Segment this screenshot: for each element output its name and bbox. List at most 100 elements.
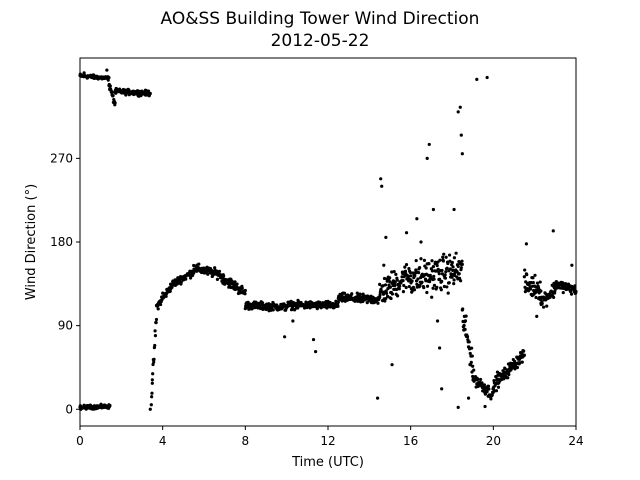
- data-point: [390, 363, 394, 367]
- x-tick-label: 12: [320, 434, 335, 448]
- data-point: [407, 284, 411, 289]
- data-point: [416, 271, 421, 275]
- data-point: [522, 349, 526, 353]
- data-point: [192, 263, 196, 268]
- data-point: [545, 304, 549, 308]
- data-point: [470, 354, 474, 358]
- data-point: [480, 381, 484, 385]
- data-point: [485, 389, 489, 394]
- data-point: [149, 403, 153, 407]
- data-point: [161, 291, 165, 295]
- data-point: [427, 142, 431, 147]
- data-point: [551, 229, 555, 233]
- data-point: [435, 319, 440, 323]
- data-point: [448, 267, 452, 271]
- data-point: [153, 333, 158, 338]
- data-point: [146, 89, 151, 93]
- data-point: [150, 391, 154, 395]
- data-point: [410, 279, 414, 283]
- data-point: [393, 283, 397, 288]
- data-point: [381, 284, 385, 288]
- data-point: [154, 321, 158, 325]
- scatter-points: [78, 68, 578, 411]
- data-point: [394, 272, 398, 276]
- data-point: [233, 280, 237, 284]
- data-point: [573, 287, 577, 291]
- data-point: [156, 307, 160, 311]
- data-point: [471, 364, 475, 368]
- data-point: [382, 263, 386, 267]
- data-point: [570, 263, 574, 267]
- data-point: [450, 260, 454, 265]
- data-point: [561, 290, 565, 295]
- data-point: [419, 240, 423, 244]
- data-point: [404, 285, 408, 290]
- data-point: [478, 377, 483, 382]
- data-point: [459, 279, 463, 283]
- data-point: [522, 353, 526, 357]
- data-point: [311, 337, 316, 342]
- data-point: [336, 300, 340, 304]
- data-point: [415, 217, 419, 221]
- data-point: [390, 270, 394, 274]
- data-point: [476, 384, 480, 388]
- data-point: [404, 262, 409, 267]
- data-point: [408, 270, 412, 275]
- data-point: [483, 404, 487, 409]
- data-point: [523, 268, 527, 272]
- data-point: [425, 156, 429, 160]
- data-point: [430, 259, 434, 263]
- data-point: [414, 268, 418, 272]
- data-point: [427, 262, 431, 266]
- y-tick-label: 90: [58, 319, 73, 333]
- data-point: [466, 396, 471, 400]
- data-point: [402, 283, 406, 288]
- x-tick-label: 20: [486, 434, 501, 448]
- data-point: [469, 360, 473, 364]
- data-point: [440, 387, 444, 391]
- data-point: [243, 292, 247, 296]
- data-point: [154, 317, 159, 322]
- y-axis-label: Wind Direction (°): [24, 184, 39, 300]
- data-point: [179, 280, 183, 284]
- data-point: [164, 294, 168, 298]
- data-point: [515, 365, 520, 370]
- data-point: [243, 288, 247, 293]
- data-point: [483, 392, 488, 396]
- data-point: [419, 257, 423, 261]
- data-point: [150, 381, 154, 385]
- y-tick-label: 0: [65, 402, 73, 416]
- data-point: [490, 393, 494, 397]
- data-point: [105, 68, 109, 72]
- data-point: [525, 273, 529, 277]
- data-point: [440, 279, 444, 283]
- data-point: [314, 350, 318, 354]
- data-point: [378, 282, 382, 286]
- data-point: [82, 71, 86, 75]
- data-point: [443, 276, 448, 280]
- data-point: [184, 277, 188, 281]
- data-point: [485, 75, 489, 80]
- data-point: [465, 335, 470, 339]
- data-point: [419, 276, 423, 280]
- data-point: [536, 286, 541, 290]
- data-point: [365, 301, 369, 305]
- x-tick-label: 8: [242, 434, 250, 448]
- data-point: [416, 277, 420, 281]
- data-point: [459, 133, 463, 137]
- data-point: [409, 274, 413, 278]
- data-point: [404, 231, 409, 235]
- data-point: [392, 269, 396, 274]
- data-point: [528, 287, 533, 291]
- data-point: [430, 295, 434, 299]
- data-point: [414, 259, 418, 263]
- data-point: [350, 292, 354, 296]
- data-point: [443, 273, 447, 277]
- data-point: [113, 101, 117, 105]
- data-point: [383, 299, 387, 303]
- data-point: [506, 376, 510, 380]
- x-axis-label: Time (UTC): [291, 455, 364, 470]
- data-point: [507, 372, 511, 377]
- data-point: [438, 258, 442, 262]
- data-point: [111, 93, 115, 98]
